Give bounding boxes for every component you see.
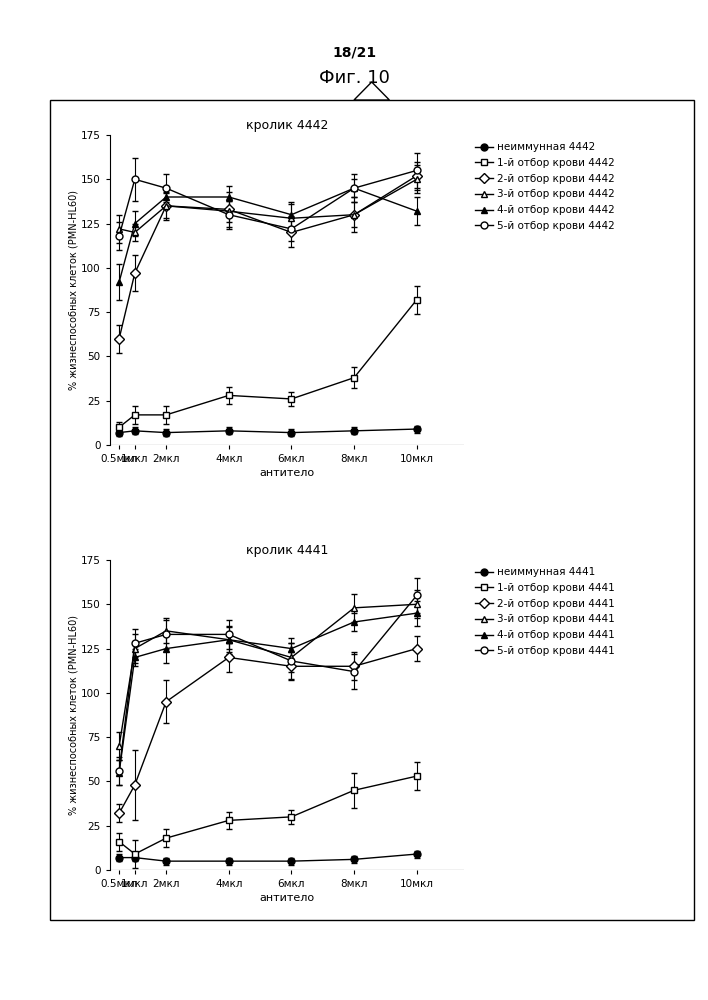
X-axis label: антитело: антитело bbox=[259, 468, 314, 478]
Title: кролик 4442: кролик 4442 bbox=[246, 119, 328, 132]
Legend: неиммунная 4441, 1-й отбор крови 4441, 2-й отбор крови 4441, 3-й отбор крови 444: неиммунная 4441, 1-й отбор крови 4441, 2… bbox=[472, 565, 617, 658]
Text: 18/21: 18/21 bbox=[332, 46, 376, 60]
Legend: неиммунная 4442, 1-й отбор крови 4442, 2-й отбор крови 4442, 3-й отбор крови 444: неиммунная 4442, 1-й отбор крови 4442, 2… bbox=[472, 140, 617, 233]
Text: Фиг. 10: Фиг. 10 bbox=[319, 69, 389, 87]
X-axis label: антитело: антитело bbox=[259, 893, 314, 903]
Y-axis label: % жизнеспособных клеток (PMN-HL60): % жизнеспособных клеток (PMN-HL60) bbox=[68, 615, 78, 815]
Title: кролик 4441: кролик 4441 bbox=[246, 544, 328, 557]
Y-axis label: % жизнеспособных клеток (PMN-HL60): % жизнеспособных клеток (PMN-HL60) bbox=[68, 190, 78, 390]
